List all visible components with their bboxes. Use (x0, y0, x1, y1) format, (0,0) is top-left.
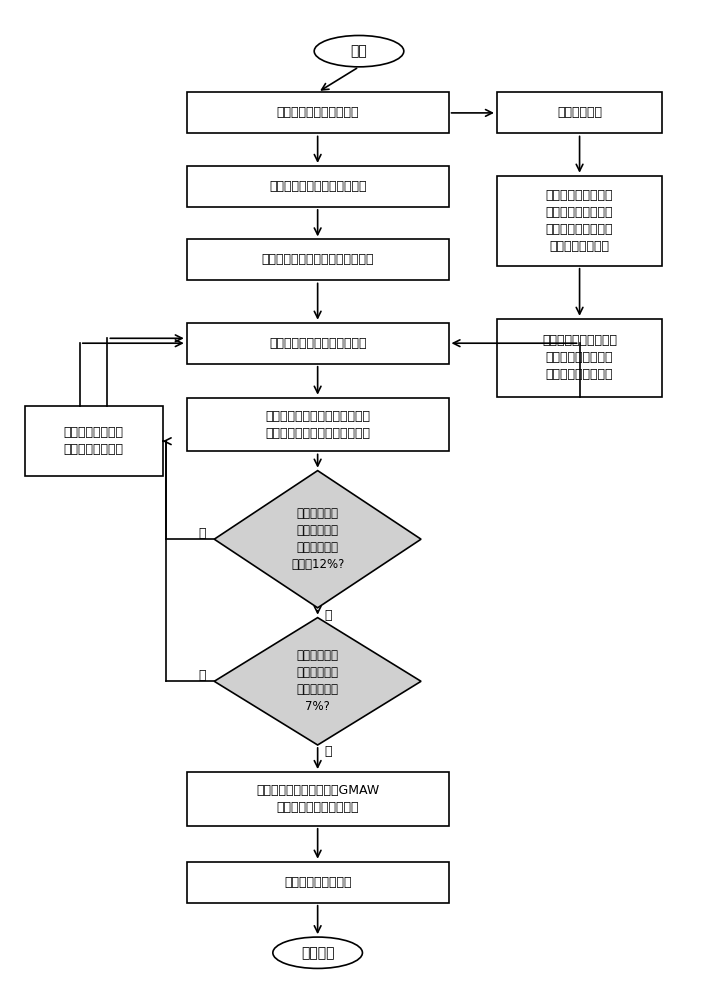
Text: 设定基板和堆积层的散热边界条件: 设定基板和堆积层的散热边界条件 (261, 253, 374, 266)
Polygon shape (214, 618, 421, 745)
Text: 采用被动视觉系统检测
第四堆积层的熔池形
貌，并测量熔池长度: 采用被动视觉系统检测 第四堆积层的熔池形 貌，并测量熔池长度 (542, 334, 617, 381)
FancyBboxPatch shape (187, 92, 449, 133)
FancyBboxPatch shape (497, 176, 662, 266)
Text: 与实验测量的
熔池尺寸间的
误差是否小于
7%?: 与实验测量的 熔池尺寸间的 误差是否小于 7%? (297, 649, 339, 713)
Text: 开始: 开始 (350, 44, 368, 58)
Polygon shape (214, 471, 421, 608)
FancyBboxPatch shape (187, 862, 449, 903)
Text: 将各参数导入计算薄壁件GMAW
增材制造温度场的模型中: 将各参数导入计算薄壁件GMAW 增材制造温度场的模型中 (256, 784, 379, 814)
FancyBboxPatch shape (187, 166, 449, 207)
Text: 否: 否 (198, 669, 206, 682)
Text: 是: 是 (325, 609, 332, 622)
FancyBboxPatch shape (24, 406, 162, 476)
FancyBboxPatch shape (497, 92, 662, 133)
FancyBboxPatch shape (497, 319, 662, 397)
Text: 否: 否 (198, 527, 206, 540)
Text: 完成预测: 完成预测 (301, 946, 335, 960)
Ellipse shape (314, 35, 404, 67)
Text: 用热电偶法测量基板
上表面靠近第一堆积
层某点的温度并获得
该点的热循环曲线: 用热电偶法测量基板 上表面靠近第一堆积 层某点的温度并获得 该点的热循环曲线 (546, 189, 613, 253)
Text: 计算温度场，提取基板上某点热
循环曲线及第四堆积层熔池长度: 计算温度场，提取基板上某点热 循环曲线及第四堆积层熔池长度 (265, 410, 370, 440)
Text: 加载双椭球热源模型形状参数: 加载双椭球热源模型形状参数 (269, 337, 366, 350)
Text: 与实验测量的
热循环曲线间
的最大误差是
否小于12%?: 与实验测量的 热循环曲线间 的最大误差是 否小于12%? (291, 507, 345, 571)
FancyBboxPatch shape (187, 323, 449, 364)
Text: 是: 是 (325, 745, 332, 758)
Text: 建立基板和堆积层的几何模型: 建立基板和堆积层的几何模型 (269, 180, 366, 193)
Text: 确定堆积条件及工艺参数: 确定堆积条件及工艺参数 (276, 106, 359, 119)
Text: 进行工艺实验: 进行工艺实验 (557, 106, 602, 119)
FancyBboxPatch shape (187, 772, 449, 826)
Text: 对双椭球热源模型
形状参数进行微调: 对双椭球热源模型 形状参数进行微调 (64, 426, 123, 456)
FancyBboxPatch shape (187, 398, 449, 451)
Ellipse shape (273, 937, 363, 968)
Text: 计算堆积过程温度场: 计算堆积过程温度场 (284, 876, 351, 889)
FancyBboxPatch shape (187, 239, 449, 280)
